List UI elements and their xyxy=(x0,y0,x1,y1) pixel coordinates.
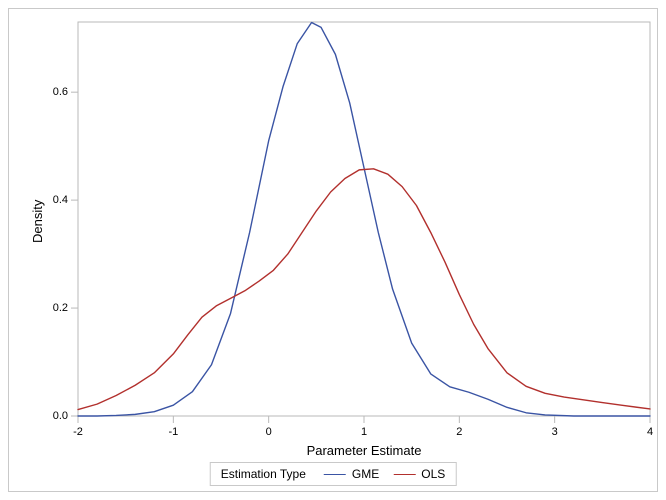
x-tick-label: 4 xyxy=(647,426,653,438)
legend-title: Estimation Type xyxy=(221,467,306,481)
y-tick-label: 0.6 xyxy=(53,86,68,98)
density-chart: Parameter Estimate Density -2 -1 0 1 2 3 4 0.0… xyxy=(0,0,666,500)
legend-label-ols: OLS xyxy=(421,467,445,481)
legend-swatch-ols xyxy=(393,474,415,475)
legend-label-gme: GME xyxy=(352,467,379,481)
x-tick-label: 0 xyxy=(266,426,272,438)
x-tick-label: 1 xyxy=(361,426,367,438)
legend-item-gme: GME xyxy=(324,467,379,481)
y-tick-label: 0.2 xyxy=(53,302,68,314)
x-tick-label: 3 xyxy=(552,426,558,438)
legend-item-ols: OLS xyxy=(393,467,445,481)
y-axis-label: Density xyxy=(30,200,45,243)
y-tick-label: 0.0 xyxy=(53,410,68,422)
x-tick-label: -1 xyxy=(168,426,178,438)
legend-swatch-gme xyxy=(324,474,346,475)
x-axis-label: Parameter Estimate xyxy=(307,443,422,458)
plot-svg xyxy=(0,0,666,500)
legend: Estimation Type GME OLS xyxy=(210,462,457,486)
x-tick-label: 2 xyxy=(456,426,462,438)
y-tick-label: 0.4 xyxy=(53,194,68,206)
x-tick-label: -2 xyxy=(73,426,83,438)
